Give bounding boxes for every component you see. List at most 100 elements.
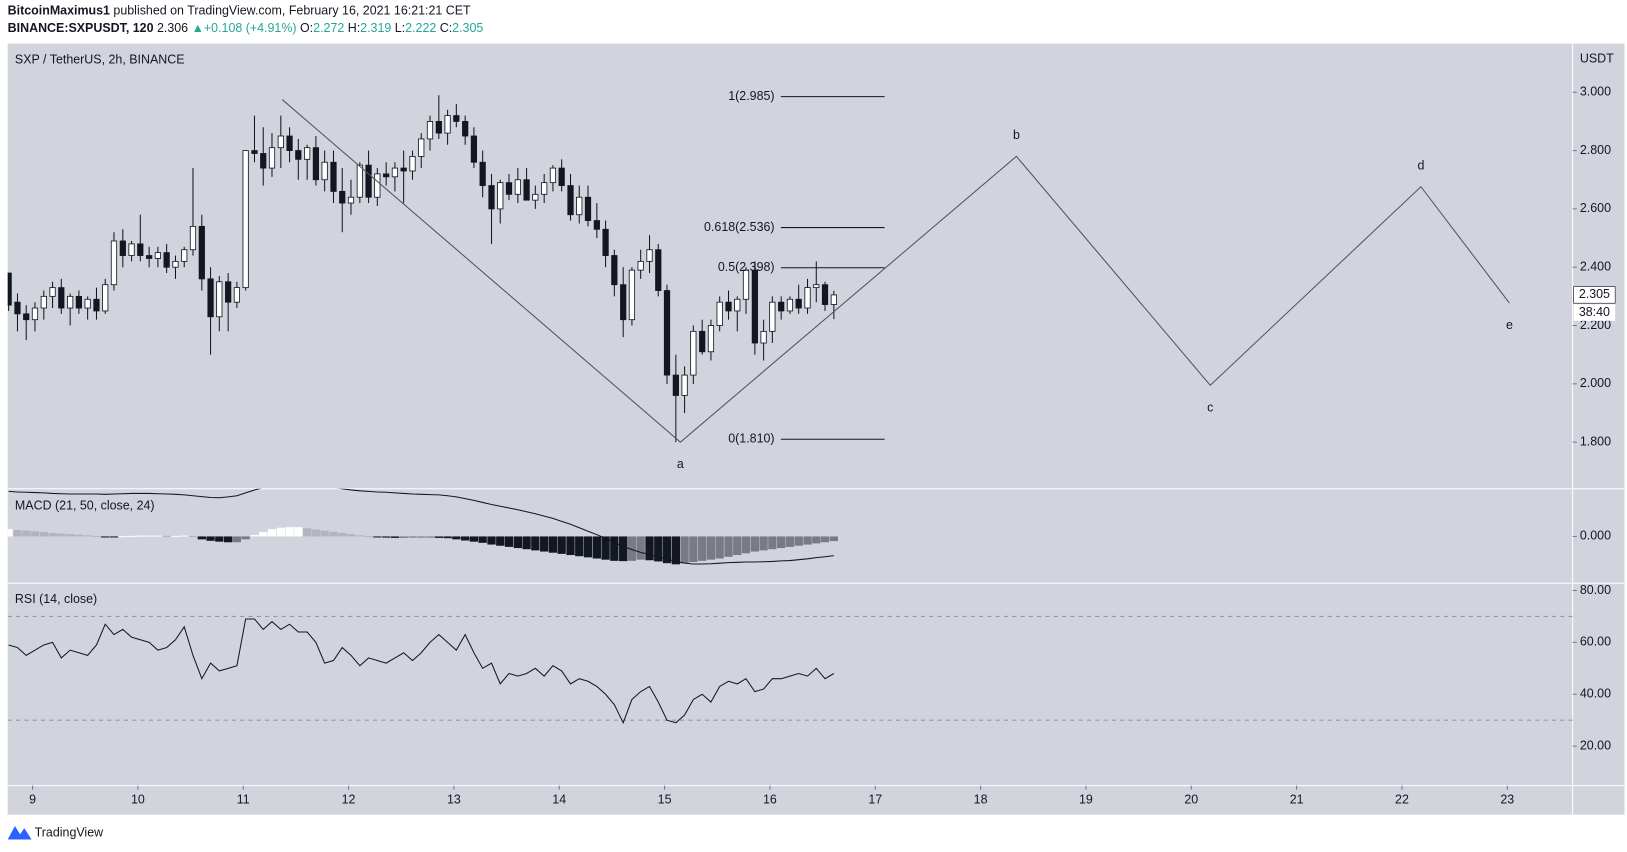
histogram-bar	[74, 534, 84, 537]
histogram-bar	[180, 535, 189, 537]
candle-body	[374, 173, 381, 198]
candle-body	[242, 150, 249, 289]
histogram-bar	[443, 536, 452, 539]
candle-body	[268, 147, 276, 169]
histogram-bar	[461, 536, 470, 541]
pane-title: RSI (14, close)	[15, 592, 97, 606]
histogram-bar	[724, 536, 733, 557]
candle-body	[330, 161, 337, 192]
candle-body	[558, 167, 565, 186]
candle-body	[523, 179, 530, 201]
histogram-bar	[171, 535, 180, 537]
candle-body	[620, 284, 627, 321]
candle-body	[84, 298, 91, 309]
candle-body	[690, 330, 697, 376]
pane-title: MACD (21, 50, close, 24)	[15, 499, 155, 513]
candle-body	[154, 252, 162, 259]
candle-body	[435, 121, 442, 134]
histogram-bar	[592, 536, 602, 559]
histogram-bar	[22, 530, 31, 537]
candle-body	[339, 190, 346, 204]
candle-body	[216, 281, 223, 318]
y-tick-label: 2.600	[1580, 201, 1611, 215]
wave-label: c	[1207, 400, 1213, 414]
histogram-bar	[109, 536, 119, 538]
low: 2.222	[405, 21, 436, 35]
histogram-bar	[496, 536, 505, 546]
candle-body	[593, 220, 600, 230]
candle-body	[584, 196, 592, 221]
author: BitcoinMaximus1	[8, 4, 110, 18]
change: +0.108 (+4.91%)	[204, 21, 297, 35]
x-tick-label: 19	[1079, 792, 1093, 806]
histogram-bar	[662, 536, 672, 564]
candle-body	[725, 301, 732, 312]
candle-body	[31, 307, 39, 321]
histogram-bar	[434, 536, 443, 538]
candle-body	[207, 278, 214, 318]
x-tick-label: 11	[237, 792, 250, 806]
candle-body	[681, 374, 688, 396]
candle-body	[778, 301, 785, 312]
y-tick-label: 60.00	[1580, 635, 1611, 649]
y-tick-label: 2.200	[1580, 318, 1611, 332]
publish-line: BitcoinMaximus1 published on TradingView…	[8, 4, 471, 18]
candle-body	[181, 249, 188, 262]
high: 2.319	[360, 21, 391, 35]
histogram-bar	[390, 536, 400, 538]
histogram-bar	[39, 532, 48, 537]
candle-body	[418, 138, 425, 157]
candle-body	[514, 179, 521, 195]
symbol: BINANCE:SXPUSDT, 120	[8, 21, 154, 35]
y-tick-label: 2.000	[1580, 376, 1611, 390]
candle-body	[225, 281, 232, 303]
histogram-bar	[320, 530, 329, 537]
countdown-box	[1573, 304, 1616, 321]
fib-label: 0(1.810)	[728, 432, 774, 446]
candle-body	[611, 255, 618, 286]
axis-unit: USDT	[1580, 51, 1614, 65]
candle-body	[198, 225, 205, 280]
pane	[7, 488, 839, 565]
histogram-bar	[241, 536, 250, 540]
chart-background	[7, 43, 1625, 815]
pane	[7, 615, 1573, 725]
candle-body	[699, 330, 706, 353]
candle-body	[479, 161, 486, 186]
close: 2.305	[452, 21, 483, 35]
candle-body	[821, 284, 829, 305]
candle-body	[102, 284, 109, 312]
histogram-bar	[57, 533, 66, 537]
published: published on TradingView.com, February 1…	[113, 4, 471, 18]
x-tick-label: 22	[1395, 792, 1409, 806]
histogram-bar	[136, 535, 145, 537]
last-price-box	[1573, 286, 1616, 304]
y-tick-label: 1.800	[1580, 434, 1611, 448]
histogram-bar	[829, 536, 839, 542]
candle-body	[760, 330, 767, 344]
histogram-bar	[759, 536, 768, 551]
wave-label: a	[677, 457, 684, 471]
histogram-bar	[355, 535, 364, 537]
fib-label: 1(2.985)	[728, 89, 774, 103]
candle-body	[189, 225, 197, 251]
histogram-bar	[7, 529, 13, 537]
h-label: H:	[348, 21, 360, 35]
y-tick-label: 2.800	[1580, 143, 1611, 157]
x-tick-label: 16	[763, 792, 777, 806]
candle-body	[470, 135, 478, 163]
histogram-bar	[425, 536, 435, 538]
histogram-bar	[820, 536, 830, 543]
x-tick-label: 23	[1500, 792, 1514, 806]
histogram-bar	[30, 531, 40, 537]
histogram-bar	[531, 536, 540, 551]
candle-body	[7, 272, 12, 306]
histogram-bar	[232, 536, 242, 543]
candle-body	[707, 325, 715, 353]
macd-line	[8, 488, 834, 565]
x-tick-label: 14	[552, 792, 566, 806]
countdown: 38:40	[1579, 305, 1610, 319]
candle-body	[40, 295, 47, 309]
histogram-bar	[504, 536, 514, 547]
